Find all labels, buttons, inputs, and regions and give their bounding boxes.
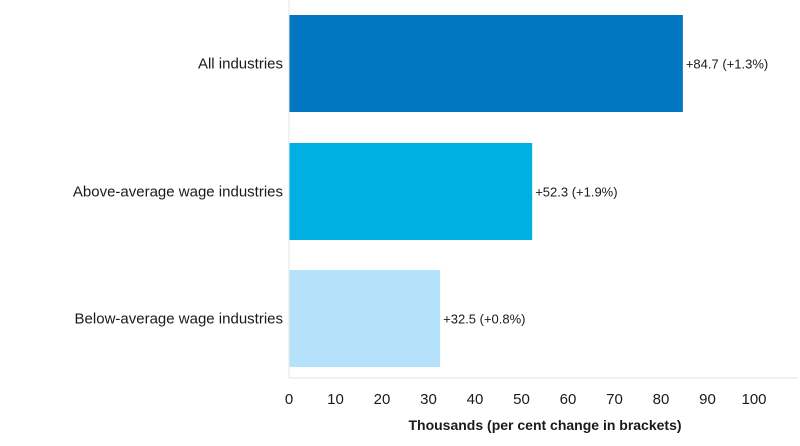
x-tick-label-2: 20 [374,391,391,408]
category-labels: All industries Above-average wage industr… [73,56,283,328]
category-label-0: All industries [198,56,283,73]
x-tick-label-4: 40 [467,391,484,408]
data-label-2: +32.5 (+0.8%) [443,312,525,327]
data-labels: +84.7 (+1.3%) +52.3 (+1.9%) +32.5 (+0.8%) [443,57,768,327]
x-tick-label-6: 60 [560,391,577,408]
category-label-2: Below-average wage industries [75,311,283,328]
data-label-0: +84.7 (+1.3%) [686,57,768,72]
bar-2 [289,270,441,367]
data-label-1: +52.3 (+1.9%) [535,185,617,200]
x-tick-label-1: 10 [327,391,344,408]
x-tick-labels: 0 10 20 30 40 50 60 70 80 90 100 [285,391,767,408]
bar-1 [289,143,533,240]
x-tick-label-3: 30 [420,391,437,408]
category-label-1: Above-average wage industries [73,184,283,201]
x-tick-label-8: 80 [653,391,670,408]
x-axis-title: Thousands (per cent change in brackets) [408,417,681,433]
x-tick-label-9: 90 [699,391,716,408]
x-tick-label-7: 70 [606,391,623,408]
x-tick-label-10: 100 [741,391,766,408]
bar-0 [289,15,683,112]
x-tick-label-0: 0 [285,391,293,408]
x-tick-label-5: 50 [513,391,530,408]
bars-layer [289,15,683,367]
